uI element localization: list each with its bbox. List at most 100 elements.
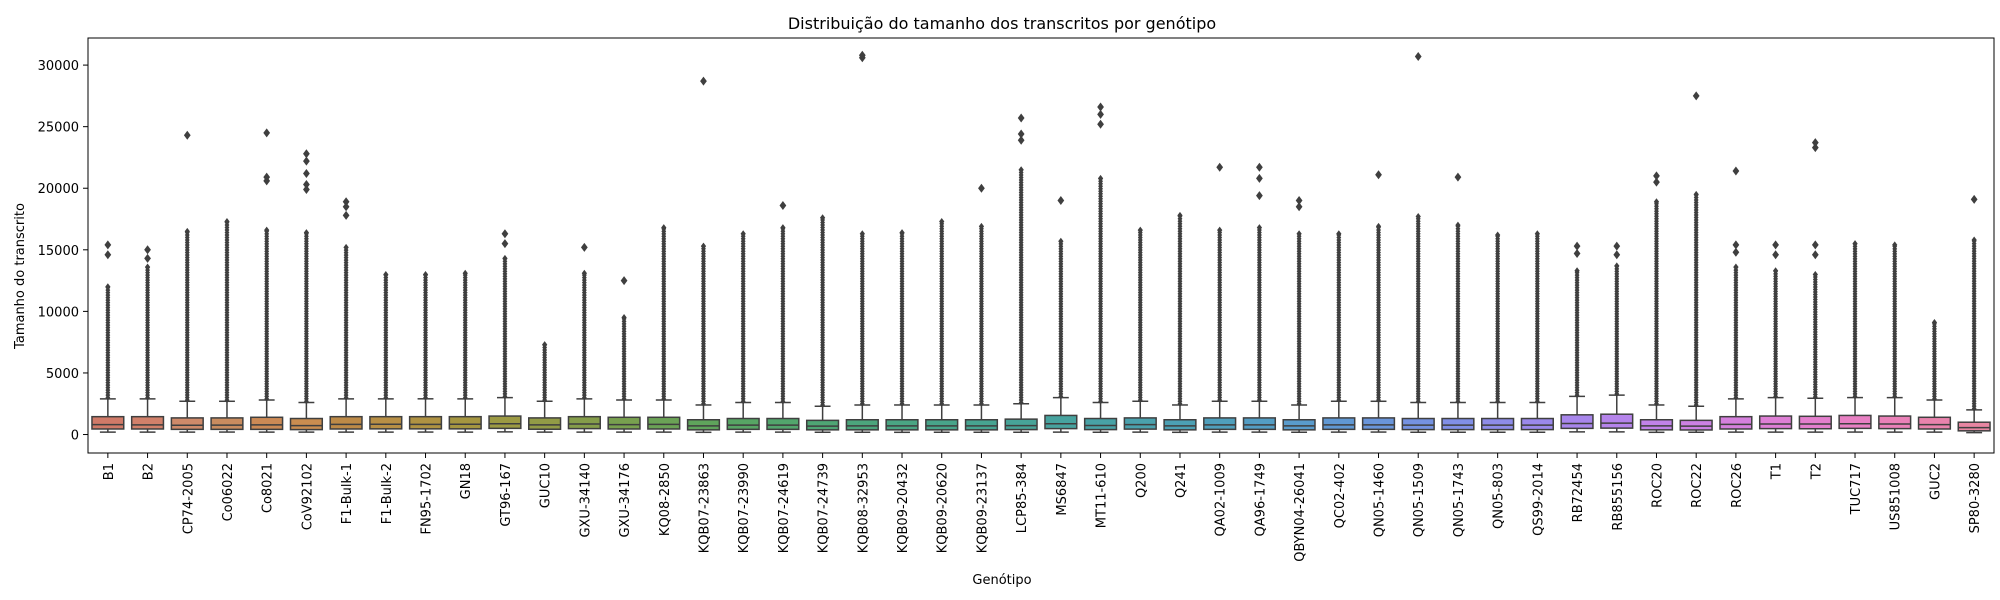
x-tick-label: T2 (1809, 463, 1824, 480)
outlier-point (144, 245, 151, 255)
y-tick-label: 30000 (38, 59, 79, 74)
iqr-box (1044, 414, 1078, 430)
outlier-point (1097, 102, 1104, 112)
outlier-dense-marker (1375, 222, 1382, 230)
x-tick-label: LCP85-384 (1015, 463, 1030, 533)
outlier-point (104, 250, 112, 260)
box-group (1520, 230, 1554, 434)
x-tick-label: ROC22 (1690, 463, 1705, 508)
outlier-point (1097, 119, 1104, 129)
x-tick-label: Co06022 (221, 463, 236, 521)
iqr-box (369, 415, 403, 430)
box-group (845, 50, 879, 434)
box-group (1878, 241, 1912, 433)
x-tick-label: KQB07-24619 (777, 463, 792, 553)
box-group (1123, 226, 1157, 433)
outlier-point (700, 76, 707, 86)
iqr-box (528, 417, 562, 430)
x-tick-label: QN05-1460 (1373, 463, 1388, 537)
iqr-box (448, 415, 482, 430)
x-tick-label: MS6847 (1055, 463, 1070, 516)
x-tick-label: F1-Bulk-2 (380, 463, 395, 524)
outlier-dense-marker (542, 341, 548, 349)
iqr-box (805, 419, 840, 431)
iqr-box (1282, 419, 1316, 431)
x-tick-label: KQB07-23863 (697, 463, 712, 553)
outlier-dense-marker (978, 222, 985, 230)
outlier-dense-marker (1812, 270, 1818, 278)
outlier-point (1057, 196, 1065, 206)
iqr-box (1957, 421, 1991, 432)
outlier-dense-marker (1336, 230, 1342, 238)
outlier-point (1256, 173, 1263, 183)
x-tick-label: QC02-402 (1333, 463, 1348, 528)
outlier-point (1692, 91, 1700, 101)
iqr-box (1560, 414, 1594, 430)
outlier-point (144, 253, 151, 263)
box-group (1044, 196, 1078, 433)
iqr-box (210, 417, 244, 431)
box-group (607, 276, 641, 433)
outlier-dense-marker (502, 254, 508, 262)
outlier-point (1097, 109, 1104, 119)
box-group (1758, 240, 1793, 433)
x-tick-label: CP74-2005 (181, 463, 196, 534)
iqr-box (329, 415, 363, 430)
outlier-dense-marker (1971, 236, 1977, 244)
outlier-point (858, 50, 866, 60)
y-tick-label: 25000 (38, 121, 79, 136)
x-tick-label: QS99-2014 (1531, 463, 1546, 536)
iqr-box (567, 415, 601, 430)
box-group (369, 270, 403, 433)
outlier-point (1613, 241, 1621, 251)
outlier-dense-marker (105, 283, 111, 291)
outlier-dense-marker (780, 224, 786, 232)
outlier-dense-marker (1614, 262, 1620, 270)
outlier-dense-marker (1018, 166, 1024, 174)
x-tick-label: GXU-34176 (618, 463, 633, 538)
iqr-box (1639, 419, 1674, 431)
outlier-point (779, 200, 787, 210)
outlier-dense-marker (1177, 211, 1183, 219)
iqr-box (647, 416, 681, 430)
outlier-dense-marker (621, 314, 627, 322)
outlier-dense-marker (1256, 224, 1263, 232)
box-group (1203, 162, 1237, 433)
box-group (488, 229, 522, 433)
outlier-dense-marker (1296, 230, 1302, 238)
outlier-point (1375, 170, 1382, 180)
outlier-point (303, 180, 310, 190)
outlier-dense-marker (1892, 241, 1898, 249)
x-tick-label: KQB08-32953 (856, 463, 871, 553)
x-tick-label: QN05-1743 (1452, 463, 1467, 537)
outlier-dense-marker (581, 269, 587, 277)
iqr-box (726, 417, 760, 431)
iqr-box (885, 419, 919, 431)
box-group (1957, 194, 1991, 434)
iqr-box (1758, 415, 1793, 430)
outlier-dense-marker (700, 242, 707, 250)
chart-title: Distribuição do tamanho dos transcritos … (788, 14, 1216, 33)
outlier-point (1811, 138, 1819, 148)
iqr-box (925, 419, 959, 431)
outlier-point (183, 130, 191, 140)
box-group (1917, 318, 1952, 433)
iqr-box (1322, 417, 1356, 431)
outlier-point (303, 168, 310, 178)
x-axis-label: Genótipo (972, 573, 1031, 588)
iqr-box (1600, 413, 1634, 429)
outlier-point (1653, 177, 1660, 187)
outlier-point (1732, 166, 1740, 176)
iqr-box (130, 415, 165, 430)
x-tick-label: F1-Bulk-1 (340, 463, 355, 524)
x-tick-label: T1 (1770, 463, 1785, 480)
x-tick-label: US851008 (1889, 463, 1904, 530)
outlier-point (342, 210, 350, 220)
iqr-box (91, 415, 125, 430)
box-group (726, 230, 760, 433)
outlier-dense-marker (661, 224, 667, 232)
box-group (964, 183, 999, 434)
x-tick-label: QN05-1509 (1412, 463, 1427, 537)
box-group (885, 229, 919, 434)
y-tick-label: 10000 (38, 305, 79, 320)
